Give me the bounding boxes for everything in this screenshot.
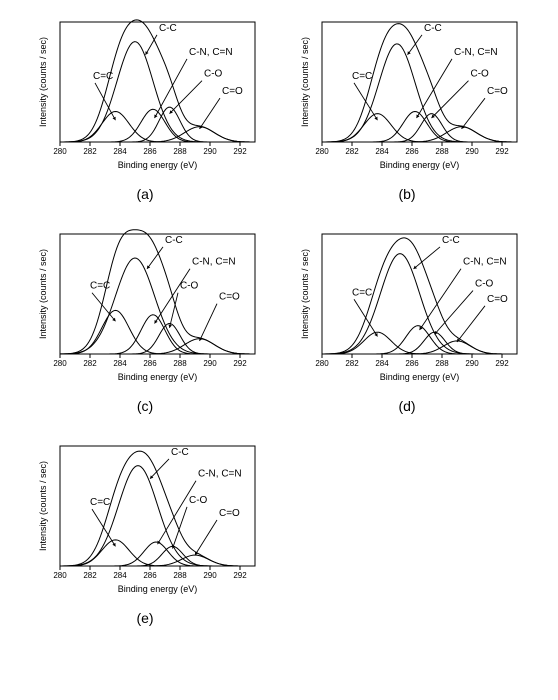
peak-label: C-N, C=N xyxy=(189,47,233,58)
peak-curve xyxy=(322,341,517,354)
xtick-label: 282 xyxy=(83,359,97,368)
peak-label: C=C xyxy=(90,281,110,292)
x-axis-label: Binding energy (eV) xyxy=(118,372,198,382)
xtick-label: 284 xyxy=(375,147,389,156)
xtick-label: 286 xyxy=(405,359,419,368)
peak-label: C=C xyxy=(93,71,113,82)
peak-label: C=C xyxy=(352,71,372,82)
xtick-label: 280 xyxy=(53,147,67,156)
peak-label: C=C xyxy=(352,287,372,298)
panel-caption: (d) xyxy=(398,398,415,414)
panel: 280 282 284 286 288 290 292 Binding energy (eV)… xyxy=(20,10,270,202)
xtick-label: 290 xyxy=(203,359,217,368)
xps-plot: 280 282 284 286 288 290 292 Binding energy (eV)… xyxy=(20,434,270,604)
peak-label: C-N, C=N xyxy=(192,257,236,268)
panel: 280 282 284 286 288 290 292 Binding energy (eV)… xyxy=(20,222,270,414)
xtick-label: 292 xyxy=(233,571,247,580)
xtick-label: 290 xyxy=(465,147,479,156)
envelope-curve xyxy=(322,24,517,142)
peak-label: C=O xyxy=(219,292,240,303)
peak-label: C-N, C=N xyxy=(454,47,498,58)
peak-curve xyxy=(60,111,255,142)
y-axis-label: Intensity (counts / sec) xyxy=(300,37,310,127)
xtick-label: 286 xyxy=(405,147,419,156)
panel-caption: (b) xyxy=(398,186,415,202)
peak-curve xyxy=(60,258,255,354)
xps-plot: 280 282 284 286 288 290 292 Binding energy (eV)… xyxy=(20,10,270,180)
x-axis-label: Binding energy (eV) xyxy=(380,372,460,382)
panel-grid: 280 282 284 286 288 290 292 Binding energy (eV)… xyxy=(20,10,540,626)
xtick-label: 290 xyxy=(203,571,217,580)
peak-label: C-C xyxy=(171,447,189,458)
panel-caption: (e) xyxy=(136,610,153,626)
xtick-label: 284 xyxy=(113,147,127,156)
peak-label: C=C xyxy=(90,497,110,508)
peak-label: C=O xyxy=(219,508,240,519)
xtick-label: 288 xyxy=(173,359,187,368)
xtick-label: 286 xyxy=(143,571,157,580)
peak-label: C-O xyxy=(204,69,223,80)
xtick-label: 282 xyxy=(345,147,359,156)
x-axis-label: Binding energy (eV) xyxy=(118,584,198,594)
xtick-label: 284 xyxy=(375,359,389,368)
y-axis-label: Intensity (counts / sec) xyxy=(38,37,48,127)
peak-label: C=O xyxy=(487,294,508,305)
peak-curve xyxy=(60,127,255,142)
peak-curve xyxy=(60,555,255,566)
xtick-label: 288 xyxy=(173,147,187,156)
xps-plot: 280 282 284 286 288 290 292 Binding energy (eV)… xyxy=(282,222,532,392)
peak-label: C-C xyxy=(165,235,183,246)
xtick-label: 286 xyxy=(143,147,157,156)
peak-label: C-O xyxy=(475,279,494,290)
xtick-label: 288 xyxy=(435,147,449,156)
xtick-label: 292 xyxy=(233,359,247,368)
y-axis-label: Intensity (counts / sec) xyxy=(38,249,48,339)
peak-label: C-N, C=N xyxy=(463,257,507,268)
page-root: 280 282 284 286 288 290 292 Binding energy (eV)… xyxy=(0,0,558,700)
xtick-label: 284 xyxy=(113,359,127,368)
peak-label: C-O xyxy=(180,281,199,292)
xtick-label: 288 xyxy=(435,359,449,368)
peak-label: C-C xyxy=(424,23,442,34)
xtick-label: 280 xyxy=(53,359,67,368)
xtick-label: 292 xyxy=(233,147,247,156)
peak-label: C-N, C=N xyxy=(198,469,242,480)
peak-label: C=O xyxy=(222,86,243,97)
peak-label: C-O xyxy=(471,69,490,80)
y-axis-label: Intensity (counts / sec) xyxy=(38,461,48,551)
panel-caption: (a) xyxy=(136,186,153,202)
panel-caption: (c) xyxy=(137,398,153,414)
xtick-label: 286 xyxy=(143,359,157,368)
xps-plot: 280 282 284 286 288 290 292 Binding energy (eV)… xyxy=(20,222,270,392)
panel: 280 282 284 286 288 290 292 Binding energy (eV)… xyxy=(282,10,532,202)
xtick-label: 290 xyxy=(465,359,479,368)
x-axis-label: Binding energy (eV) xyxy=(380,160,460,170)
xtick-label: 280 xyxy=(315,359,329,368)
xtick-label: 282 xyxy=(83,147,97,156)
xtick-label: 292 xyxy=(495,147,509,156)
panel: 280 282 284 286 288 290 292 Binding energy (eV)… xyxy=(20,434,270,626)
peak-curve xyxy=(60,324,255,354)
peak-label: C=O xyxy=(487,86,508,97)
xtick-label: 292 xyxy=(495,359,509,368)
xtick-label: 288 xyxy=(173,571,187,580)
xps-plot: 280 282 284 286 288 290 292 Binding energy (eV)… xyxy=(282,10,532,180)
peak-curve xyxy=(322,332,517,354)
xtick-label: 280 xyxy=(53,571,67,580)
peak-curve xyxy=(60,546,255,566)
xtick-label: 290 xyxy=(203,147,217,156)
xtick-label: 282 xyxy=(83,571,97,580)
xtick-label: 282 xyxy=(345,359,359,368)
peak-label: C-C xyxy=(159,23,177,34)
x-axis-label: Binding energy (eV) xyxy=(118,160,198,170)
xtick-label: 280 xyxy=(315,147,329,156)
panel: 280 282 284 286 288 290 292 Binding energy (eV)… xyxy=(282,222,532,414)
peak-label: C-C xyxy=(442,235,460,246)
peak-label: C-O xyxy=(189,495,208,506)
xtick-label: 284 xyxy=(113,571,127,580)
y-axis-label: Intensity (counts / sec) xyxy=(300,249,310,339)
